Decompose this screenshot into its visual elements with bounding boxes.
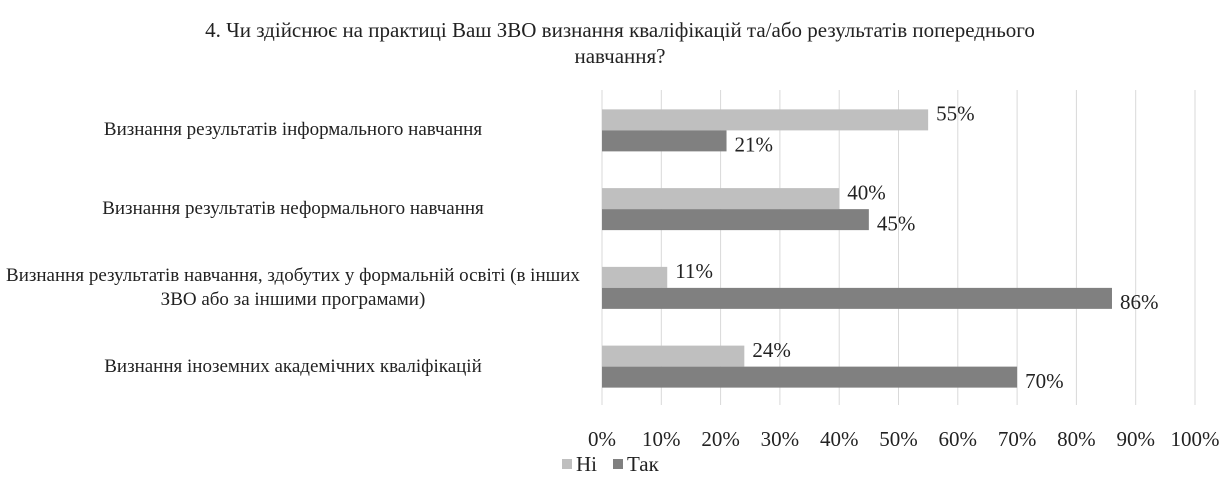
data-label: 86%	[1120, 290, 1159, 314]
data-label: 45%	[877, 211, 916, 235]
data-label: 40%	[847, 180, 886, 204]
legend-swatch	[562, 459, 572, 469]
data-label: 21%	[735, 133, 774, 157]
chart-title: 4. Чи здійснює на практиці Ваш ЗВО визна…	[205, 18, 1035, 68]
bar	[602, 188, 840, 210]
x-tick-label: 60%	[939, 427, 978, 451]
x-tick-label: 100%	[1171, 427, 1220, 451]
y-tick-label: Визнання результатів неформального навча…	[102, 198, 484, 220]
bar	[602, 287, 1112, 309]
legend-label: Ні	[576, 452, 597, 476]
legend-swatch	[613, 459, 623, 469]
x-tick-label: 80%	[1057, 427, 1096, 451]
bar	[602, 130, 727, 152]
bar	[602, 209, 869, 231]
x-tick-label: 50%	[879, 427, 918, 451]
data-label: 70%	[1025, 369, 1064, 393]
legend-label: Так	[627, 452, 660, 476]
x-tick-label: 70%	[998, 427, 1037, 451]
x-tick-label: 40%	[820, 427, 859, 451]
data-label: 55%	[936, 102, 975, 126]
bar	[602, 345, 745, 367]
x-tick-label: 0%	[588, 427, 616, 451]
y-tick-label: Визнання іноземних академічних кваліфіка…	[104, 355, 482, 377]
x-tick-label: 10%	[642, 427, 681, 451]
data-label: 11%	[675, 259, 713, 283]
y-tick-label: Визнання результатів інформального навча…	[103, 119, 483, 141]
y-tick-label: Визнання результатів навчання, здобутих …	[6, 264, 580, 310]
x-tick-label: 20%	[701, 427, 740, 451]
bar	[602, 109, 929, 131]
data-label: 24%	[752, 338, 791, 362]
x-tick-label: 90%	[1116, 427, 1155, 451]
bar	[602, 266, 668, 288]
bar	[602, 366, 1018, 388]
x-tick-label: 30%	[761, 427, 800, 451]
